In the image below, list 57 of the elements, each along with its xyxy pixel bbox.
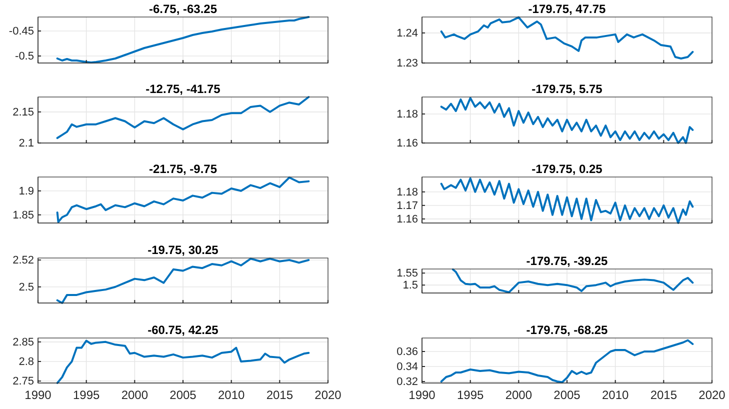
y-tick-label: 1.24 — [396, 27, 418, 40]
chart-title: -60.75, 42.25 — [148, 323, 219, 337]
y-tick-label: 2.85 — [12, 336, 34, 348]
x-tick-label: 2005 — [170, 388, 197, 402]
y-tick-label: 2.8 — [18, 356, 34, 368]
x-tick-label: 2015 — [650, 388, 678, 402]
y-tick-label: 1.5 — [402, 280, 418, 292]
y-tick-label: 0.34 — [396, 361, 418, 374]
line-series — [56, 340, 310, 384]
chart-title: -179.75, 47.75 — [528, 2, 606, 16]
chart-title: -12.75, -41.75 — [146, 82, 221, 96]
x-tick-label: 2005 — [554, 388, 581, 402]
x-tick-label: 2000 — [121, 388, 148, 402]
chart-title: -179.75, -39.25 — [526, 254, 608, 268]
y-tick-label: 0.32 — [396, 376, 418, 388]
y-tick-label: 1.55 — [396, 268, 418, 280]
line-series — [440, 339, 694, 384]
x-tick-label: 1995 — [456, 388, 484, 402]
line-series — [56, 258, 310, 304]
line-series — [440, 16, 694, 60]
x-tick-label: 1990 — [408, 388, 436, 402]
y-tick-label: 2.1 — [18, 138, 34, 150]
line-series — [56, 96, 310, 140]
y-tick-label: 1.85 — [12, 209, 34, 222]
chart-title: -21.75, -9.75 — [148, 162, 218, 176]
x-tick-label: 2020 — [314, 388, 342, 402]
chart-title: -179.75, 0.25 — [532, 162, 603, 176]
x-tick-label: 2020 — [698, 388, 726, 402]
line-series — [56, 176, 310, 224]
y-tick-label: 1.23 — [396, 58, 418, 70]
chart-title: -179.75, -68.25 — [526, 323, 608, 337]
y-tick-label: 2.75 — [12, 376, 34, 388]
line-series — [56, 16, 310, 64]
line-series — [452, 268, 694, 294]
y-tick-label: 1.9 — [18, 185, 34, 198]
x-tick-label: 1990 — [24, 388, 52, 402]
chart-title: -19.75, 30.25 — [148, 243, 219, 257]
y-tick-label: 1.18 — [396, 108, 418, 120]
chart-title: -6.75, -63.25 — [148, 2, 218, 16]
y-tick-label: 0.36 — [396, 346, 418, 358]
y-tick-label: 1.18 — [396, 186, 418, 198]
chart-title: -179.75, 5.75 — [532, 82, 603, 96]
y-tick-label: 2.5 — [18, 281, 34, 294]
x-tick-label: 2000 — [505, 388, 532, 402]
line-series — [440, 177, 694, 224]
y-tick-label: 1.16 — [396, 213, 418, 226]
x-tick-label: 2010 — [218, 388, 246, 402]
y-tick-label: 2.15 — [12, 106, 34, 118]
x-tick-label: 2010 — [602, 388, 630, 402]
x-tick-label: 1995 — [72, 388, 100, 402]
y-tick-label: -0.45 — [8, 26, 34, 38]
x-tick-label: 2015 — [266, 388, 294, 402]
y-tick-label: 2.52 — [12, 254, 34, 267]
y-tick-label: -0.5 — [15, 50, 34, 63]
y-tick-label: 1.17 — [396, 200, 418, 212]
y-tick-label: 1.16 — [396, 138, 418, 150]
line-series — [440, 97, 694, 144]
